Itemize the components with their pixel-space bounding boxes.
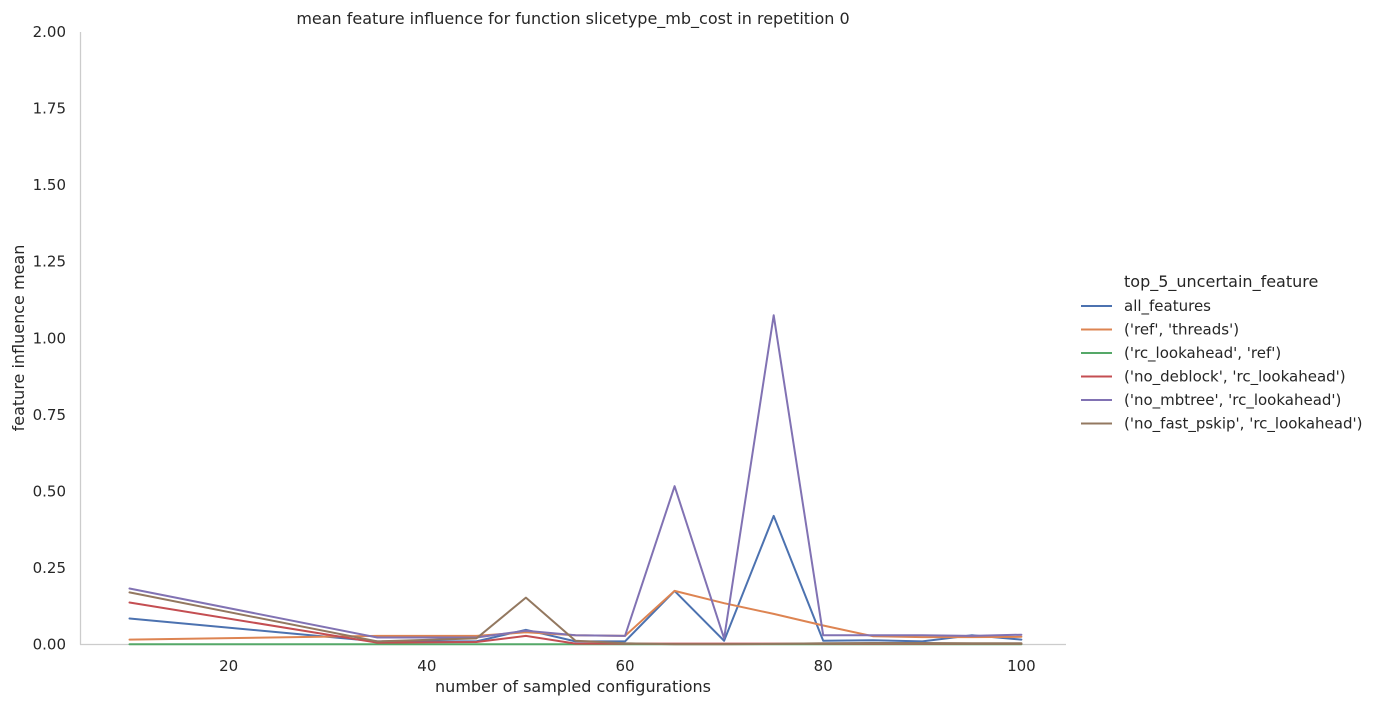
y-tick-label: 1.25 — [33, 253, 66, 271]
y-tick-labels: 0.00 0.25 0.50 0.75 1.00 1.25 1.50 1.75 2.00 — [33, 23, 66, 654]
series-lines — [128, 314, 1023, 646]
y-axis-title: feature influence mean — [9, 245, 28, 432]
legend-title: top_5_uncertain_feature — [1124, 272, 1318, 292]
y-tick-label: 0.50 — [33, 482, 66, 500]
axes — [79, 32, 1066, 646]
x-tick-label: 80 — [814, 657, 833, 675]
legend-label: all_features — [1124, 297, 1211, 316]
legend-items: all_features ('ref', 'threads') ('rc_looka… — [1081, 297, 1362, 434]
legend-label: ('rc_lookahead', 'ref') — [1124, 344, 1281, 363]
series-line — [128, 314, 1023, 640]
x-axis-title: number of sampled configurations — [435, 677, 711, 696]
series-line — [128, 514, 1023, 643]
chart-title: mean feature influence for function slic… — [296, 9, 849, 29]
y-tick-label: 1.50 — [33, 176, 66, 194]
x-tick-labels: 20 40 60 80 100 — [219, 657, 1036, 675]
series-line — [128, 591, 1023, 646]
legend: top_5_uncertain_feature all_features ('re… — [1081, 272, 1362, 434]
legend-label: ('ref', 'threads') — [1124, 321, 1239, 339]
y-tick-label: 0.25 — [33, 559, 66, 577]
y-tick-label: 2.00 — [33, 23, 66, 41]
legend-label: ('no_mbtree', 'rc_lookahead') — [1124, 391, 1341, 410]
series-line — [128, 589, 1023, 641]
y-tick-label: 0.75 — [33, 406, 66, 424]
y-tick-label: 1.75 — [33, 100, 66, 118]
legend-label: ('no_deblock', 'rc_lookahead') — [1124, 368, 1346, 387]
legend-label: ('no_fast_pskip', 'rc_lookahead') — [1124, 415, 1362, 434]
x-tick-label: 100 — [1007, 657, 1036, 675]
x-tick-label: 20 — [219, 657, 238, 675]
x-tick-label: 60 — [615, 657, 634, 675]
x-tick-label: 40 — [417, 657, 436, 675]
y-tick-label: 1.00 — [33, 329, 66, 347]
y-tick-label: 0.00 — [33, 636, 66, 654]
